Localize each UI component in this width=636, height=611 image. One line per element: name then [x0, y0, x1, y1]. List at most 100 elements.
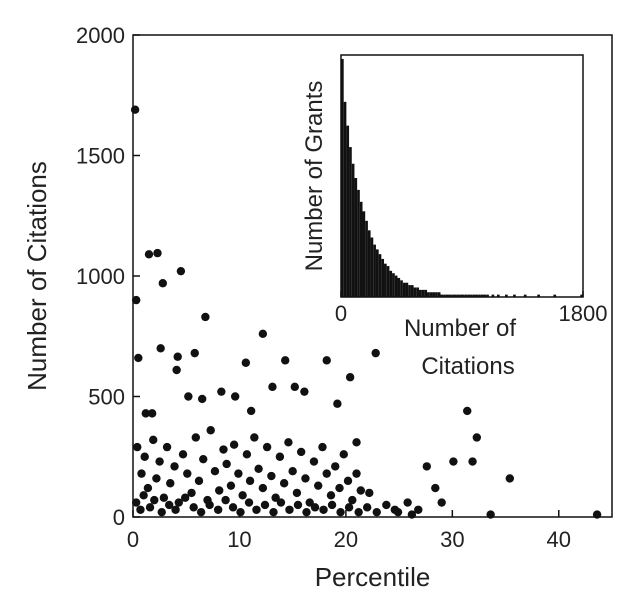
histogram-bar — [475, 294, 479, 297]
histogram-bar — [413, 287, 417, 297]
histogram-bar — [505, 294, 508, 297]
histogram-bar — [553, 294, 557, 297]
histogram-bar — [445, 294, 449, 297]
data-point — [213, 505, 223, 514]
y-tick-label: 0 — [113, 505, 125, 530]
histogram-bar — [386, 266, 390, 297]
histogram-bar — [496, 294, 500, 297]
data-point — [292, 488, 302, 498]
data-point — [176, 266, 186, 276]
data-point — [268, 382, 277, 392]
data-point — [327, 500, 337, 510]
histogram-bar — [467, 294, 471, 297]
data-point — [205, 500, 214, 510]
data-point — [463, 406, 472, 416]
y-axis-ticks: 0 500 1000 1500 2000 — [76, 23, 140, 530]
data-point — [348, 495, 357, 505]
histogram-bar — [370, 237, 374, 297]
data-point — [172, 365, 181, 375]
data-point — [352, 469, 361, 478]
data-point — [236, 507, 245, 517]
data-point — [365, 488, 374, 498]
x-tick-label: 20 — [334, 527, 358, 552]
data-point — [143, 483, 153, 493]
data-point — [354, 507, 363, 517]
data-point — [137, 469, 146, 478]
data-point — [194, 476, 204, 486]
data-point — [345, 373, 355, 382]
data-point — [310, 503, 320, 512]
data-point — [210, 467, 220, 476]
histogram-bar — [343, 101, 347, 297]
data-point — [241, 358, 251, 367]
data-point — [288, 467, 297, 476]
data-point — [206, 426, 215, 435]
data-point — [242, 450, 252, 459]
data-point — [382, 500, 391, 510]
histogram-bar — [448, 294, 452, 297]
histogram-bar — [351, 163, 355, 297]
histogram-bar — [349, 147, 352, 297]
data-point — [145, 503, 155, 512]
histogram-bar — [359, 201, 363, 297]
data-point — [505, 474, 515, 483]
data-point — [156, 344, 165, 353]
data-point — [468, 457, 477, 466]
data-point — [197, 394, 207, 404]
histogram-bar — [400, 280, 403, 297]
data-point — [336, 507, 345, 517]
histogram-bar — [437, 292, 441, 297]
data-point — [180, 493, 190, 502]
data-point — [431, 483, 440, 493]
data-point — [246, 406, 256, 416]
data-point — [184, 392, 193, 401]
data-point — [260, 500, 270, 510]
data-point — [152, 474, 161, 483]
data-point — [171, 505, 180, 514]
data-point — [254, 464, 263, 473]
data-point — [301, 474, 310, 483]
data-point — [196, 507, 206, 517]
y-tick-label: 1000 — [76, 264, 125, 289]
scatter-points-layer — [130, 105, 602, 519]
data-point — [166, 479, 175, 488]
data-point — [356, 486, 365, 495]
data-point — [244, 498, 254, 507]
histogram-bar — [470, 294, 473, 297]
data-point — [290, 382, 299, 392]
data-point — [271, 493, 280, 502]
histogram-bar — [410, 285, 414, 297]
data-point — [252, 505, 261, 514]
data-point — [414, 505, 423, 514]
data-point — [170, 462, 179, 471]
data-point — [131, 498, 141, 507]
data-point — [343, 476, 353, 486]
histogram-bar — [429, 292, 433, 297]
data-point — [300, 387, 309, 396]
data-point — [173, 352, 182, 361]
data-point — [472, 433, 482, 442]
data-point — [133, 442, 142, 452]
histogram-bar — [424, 289, 428, 297]
inset-x-axis-label-line-1: Number of — [404, 315, 516, 342]
data-point — [159, 493, 169, 502]
histogram-bar — [405, 282, 409, 297]
y-tick-label: 2000 — [76, 23, 125, 48]
data-point — [333, 399, 342, 408]
histogram-bar — [357, 189, 360, 297]
data-point — [331, 462, 340, 471]
x-tick-label: 0 — [127, 527, 139, 552]
data-point — [322, 356, 331, 365]
histogram-bar — [483, 294, 487, 297]
data-point — [258, 329, 268, 339]
histogram-bar — [462, 294, 465, 297]
data-point — [322, 469, 331, 478]
data-point — [150, 495, 159, 505]
histogram-bar — [440, 294, 444, 297]
data-point — [245, 476, 255, 486]
y-axis-label: Number of Citations — [22, 161, 52, 391]
data-point — [149, 435, 158, 445]
histogram-bar — [402, 282, 406, 297]
